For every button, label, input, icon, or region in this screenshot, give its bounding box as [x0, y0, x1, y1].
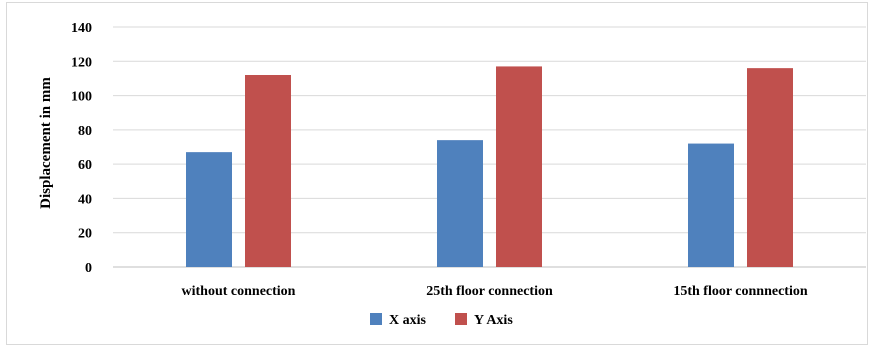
bar-y-axis-1	[496, 66, 542, 267]
category-label: without connection	[182, 284, 296, 299]
legend-label: X axis	[389, 313, 427, 328]
legend-swatch	[455, 313, 467, 325]
legend: X axis Y Axis	[370, 313, 513, 328]
bar-x-axis-1	[437, 140, 483, 267]
bars	[186, 66, 793, 268]
bar-x-axis-2	[688, 143, 734, 267]
y-tick-label: 40	[78, 192, 92, 207]
category-label: 15th floor connnection	[673, 284, 808, 299]
gridlines	[113, 26, 866, 268]
y-tick-label: 20	[78, 227, 92, 242]
y-tick-label: 120	[71, 55, 92, 70]
category-labels: without connection 25th floor connection 1…	[182, 284, 808, 299]
legend-label: Y Axis	[474, 313, 513, 328]
legend-swatch	[370, 313, 382, 325]
y-tick-label: 80	[78, 124, 92, 139]
bar-y-axis-0	[245, 75, 291, 267]
y-tick-label: 100	[71, 90, 92, 105]
bar-y-axis-2	[747, 68, 793, 268]
y-tick-label: 60	[78, 158, 92, 173]
y-tick-label: 140	[71, 21, 92, 36]
category-label: 25th floor connection	[426, 284, 553, 299]
bar-x-axis-0	[186, 152, 232, 267]
y-tick-label: 0	[85, 261, 92, 276]
y-tick-labels: 0 20 40 60 80 100 120 140	[71, 21, 92, 276]
y-axis-label: Displacement in mm	[38, 77, 54, 209]
